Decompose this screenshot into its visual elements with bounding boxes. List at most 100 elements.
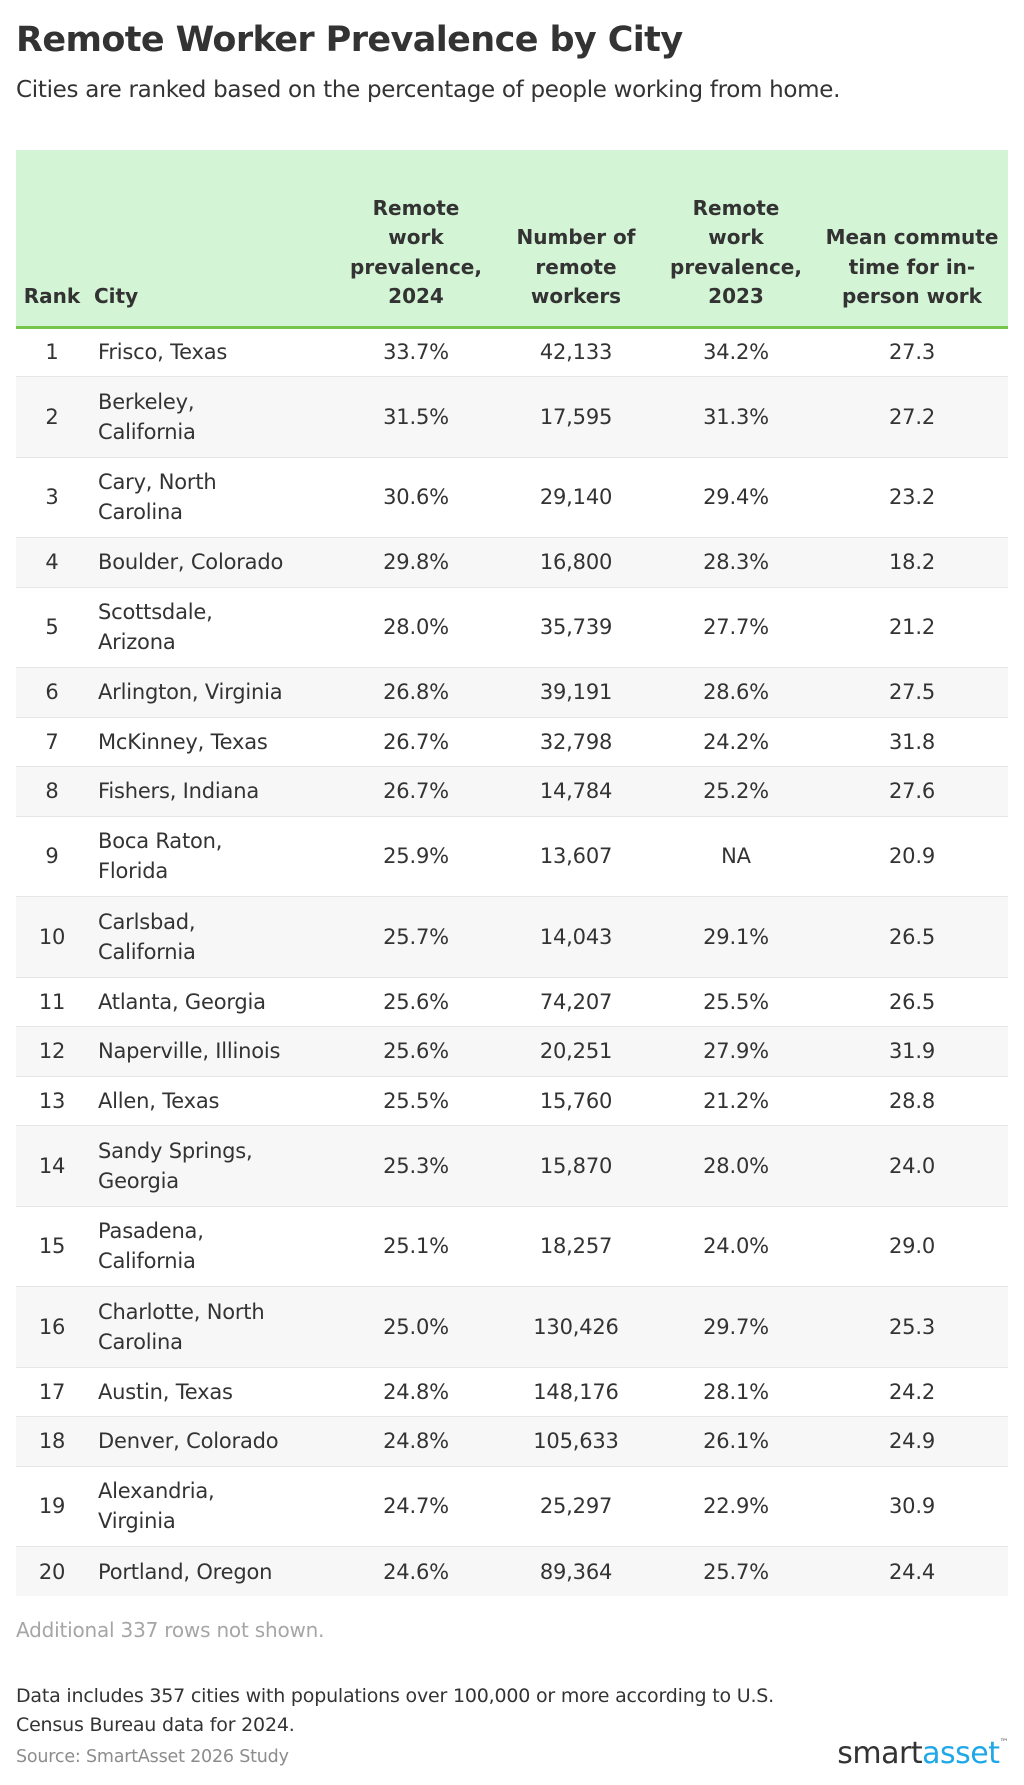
cell-commute-time: 26.5 (816, 896, 1008, 978)
cell-rank: 1 (16, 327, 88, 377)
cell-remote-workers: 105,633 (496, 1416, 656, 1467)
table-row: 17 Austin, Texas 24.8% 148,176 28.1% 24.2 (16, 1367, 1008, 1417)
data-table: Rank City Remote work prevalence, 2024 N… (16, 150, 1008, 1596)
data-footnote: Data includes 357 cities with population… (16, 1685, 774, 1736)
trademark-mark: ™ (999, 1738, 1009, 1748)
cell-city: Frisco, Texas (88, 327, 336, 377)
cell-prevalence-2024: 25.6% (336, 1026, 496, 1077)
cell-prevalence-2024: 28.0% (336, 587, 496, 668)
cell-city: Scottsdale, Arizona (88, 587, 336, 668)
cell-commute-time: 27.6 (816, 766, 1008, 817)
cell-commute-time: 18.2 (816, 537, 1008, 588)
cell-commute-time: 20.9 (816, 816, 1008, 897)
cell-commute-time: 25.3 (816, 1286, 1008, 1368)
cell-remote-workers: 25,297 (496, 1466, 656, 1547)
cell-prevalence-2023: 25.2% (656, 766, 816, 817)
column-header-prevalence-2023[interactable]: Remote work prevalence, 2023 (656, 150, 816, 329)
cell-remote-workers: 16,800 (496, 537, 656, 588)
cell-prevalence-2024: 24.8% (336, 1416, 496, 1467)
cell-city: Sandy Springs, Georgia (88, 1125, 336, 1207)
cell-city: Alexandria, Virginia (88, 1466, 336, 1547)
cell-remote-workers: 42,133 (496, 327, 656, 377)
table-row: 3 Cary, North Carolina 30.6% 29,140 29.4% 23.… (16, 457, 1008, 538)
cell-remote-workers: 15,870 (496, 1125, 656, 1207)
smartasset-logo: smartasset™ (837, 1736, 1008, 1771)
logo-asset-text: asset (922, 1736, 1000, 1771)
cell-city: Naperville, Illinois (88, 1026, 336, 1077)
cell-rank: 2 (16, 376, 88, 458)
cell-commute-time: 21.2 (816, 587, 1008, 668)
column-header-prevalence-2024[interactable]: Remote work prevalence, 2024 (336, 150, 496, 329)
cell-prevalence-2024: 24.6% (383, 1559, 449, 1584)
table-row: 7 McKinney, Texas 26.7% 32,798 24.2% 31.8 (16, 717, 1008, 767)
table-row: 19 Alexandria, Virginia 24.7% 25,297 22.9% 30… (16, 1466, 1008, 1547)
cell-rank: 17 (16, 1367, 88, 1417)
cell-city: Berkeley, California (88, 376, 336, 458)
cell-remote-workers: 130,426 (496, 1286, 656, 1368)
page-title: Remote Worker Prevalence by City (16, 20, 683, 60)
table-row: 5 Scottsdale, Arizona 28.0% 35,739 27.7% 21.2 (16, 587, 1008, 668)
cell-prevalence-2023: 26.1% (656, 1416, 816, 1467)
page-subtitle: Cities are ranked based on the percentag… (16, 77, 841, 103)
cell-prevalence-2024: 25.3% (336, 1125, 496, 1207)
cell-commute-time: 26.5 (816, 977, 1008, 1027)
column-header-city[interactable]: City (88, 150, 336, 329)
cell-prevalence-2023: 28.6% (656, 667, 816, 718)
cell-rank: 9 (16, 816, 88, 897)
cell-commute-time: 28.8 (816, 1076, 1008, 1126)
cell-city: Pasadena, California (88, 1206, 336, 1287)
table-row: 2 Berkeley, California 31.5% 17,595 31.3% 27.… (16, 376, 1008, 458)
cell-prevalence-2024: 24.7% (336, 1466, 496, 1547)
cell-rank: 3 (16, 457, 88, 538)
cell-rank: 11 (16, 977, 88, 1027)
cell-rank: 10 (16, 896, 88, 978)
cell-remote-workers: 39,191 (496, 667, 656, 718)
cell-rank: 8 (16, 766, 88, 817)
cell-commute-time: 27.3 (816, 327, 1008, 377)
cell-rank: 7 (16, 717, 88, 767)
table-row: 8 Fishers, Indiana 26.7% 14,784 25.2% 27.6 (16, 766, 1008, 817)
cell-rank: 13 (16, 1076, 88, 1126)
table-body: 1 Frisco, Texas 33.7% 42,133 34.2% 27.3 2 Berke… (16, 327, 1008, 1596)
cell-city: Cary, North Carolina (88, 457, 336, 538)
cell-commute-time: 31.9 (816, 1026, 1008, 1077)
cell-commute-time: 29.0 (816, 1206, 1008, 1287)
cell-prevalence-2024: 25.0% (336, 1286, 496, 1368)
cell-prevalence-2023: 27.7% (656, 587, 816, 668)
cell-city: Portland, Oregon (98, 1559, 273, 1584)
cell-prevalence-2024: 25.1% (336, 1206, 496, 1287)
column-header-commute-time[interactable]: Mean commute time for in-person work (816, 150, 1008, 329)
cell-prevalence-2023: 31.3% (656, 376, 816, 458)
cell-remote-workers: 13,607 (496, 816, 656, 897)
cell-city: Atlanta, Georgia (88, 977, 336, 1027)
cell-rank: 16 (16, 1286, 88, 1368)
cell-prevalence-2023: 27.9% (656, 1026, 816, 1077)
rows-not-shown-note: Additional 337 rows not shown. (16, 1618, 325, 1642)
table-row: 6 Arlington, Virginia 26.8% 39,191 28.6% 27.5 (16, 667, 1008, 718)
column-header-rank[interactable]: Rank (16, 150, 88, 329)
table-row: 13 Allen, Texas 25.5% 15,760 21.2% 28.8 (16, 1076, 1008, 1126)
cell-city: Austin, Texas (88, 1367, 336, 1417)
cell-prevalence-2024: 25.7% (336, 896, 496, 978)
cell-city: Allen, Texas (88, 1076, 336, 1126)
table-row: 9 Boca Raton, Florida 25.9% 13,607 NA 20.9 (16, 816, 1008, 897)
cell-remote-workers: 29,140 (496, 457, 656, 538)
cell-city: Charlotte, North Carolina (88, 1286, 336, 1368)
cell-prevalence-2023: 28.1% (656, 1367, 816, 1417)
cell-prevalence-2023: 29.4% (656, 457, 816, 538)
cell-rank: 14 (16, 1125, 88, 1207)
cell-city: Denver, Colorado (88, 1416, 336, 1467)
cell-commute-time: 24.0 (816, 1125, 1008, 1207)
table-row: 4 Boulder, Colorado 29.8% 16,800 28.3% 18.2 (16, 537, 1008, 588)
column-header-remote-workers[interactable]: Number of remote workers (496, 150, 656, 329)
table-header-row: Rank City Remote work prevalence, 2024 N… (16, 150, 1008, 329)
cell-prevalence-2023: 25.5% (656, 977, 816, 1027)
cell-commute-time: 27.5 (816, 667, 1008, 718)
cell-prevalence-2023: 28.0% (656, 1125, 816, 1207)
cell-prevalence-2023: 22.9% (656, 1466, 816, 1547)
table-row: 11 Atlanta, Georgia 25.6% 74,207 25.5% 26.5 (16, 977, 1008, 1027)
cell-prevalence-2024: 29.8% (336, 537, 496, 588)
cell-prevalence-2024: 26.7% (336, 766, 496, 817)
table-row: 16 Charlotte, North Carolina 25.0% 130,426 2… (16, 1286, 1008, 1368)
